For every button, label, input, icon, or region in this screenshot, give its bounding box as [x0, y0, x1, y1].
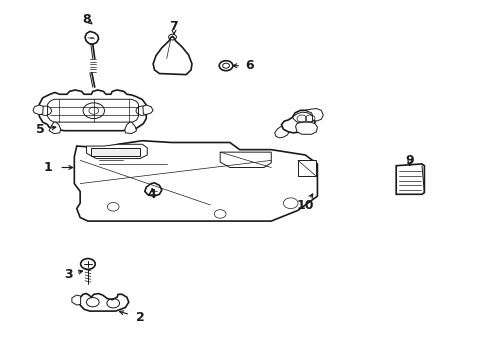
Polygon shape [33, 105, 43, 114]
Polygon shape [91, 148, 140, 156]
Text: 8: 8 [82, 13, 91, 26]
Polygon shape [295, 122, 317, 134]
Text: 1: 1 [43, 161, 52, 174]
Polygon shape [292, 112, 313, 122]
Polygon shape [395, 164, 424, 194]
Polygon shape [220, 152, 271, 167]
Polygon shape [49, 122, 61, 134]
Polygon shape [72, 295, 81, 305]
Text: 9: 9 [405, 154, 413, 167]
Text: 10: 10 [296, 198, 313, 212]
Text: 5: 5 [36, 123, 44, 136]
Text: 2: 2 [135, 311, 144, 324]
Polygon shape [47, 99, 138, 122]
Text: 3: 3 [64, 268, 73, 281]
Text: 6: 6 [244, 59, 253, 72]
Polygon shape [142, 105, 153, 114]
Polygon shape [274, 126, 288, 138]
Polygon shape [74, 141, 317, 221]
Polygon shape [153, 36, 192, 75]
Polygon shape [124, 122, 136, 134]
Polygon shape [85, 31, 99, 44]
Polygon shape [305, 109, 323, 121]
Polygon shape [281, 111, 314, 133]
Polygon shape [144, 183, 162, 196]
Text: 4: 4 [147, 188, 156, 201]
Polygon shape [86, 144, 147, 158]
Text: 7: 7 [169, 20, 178, 33]
Polygon shape [79, 294, 128, 311]
Polygon shape [39, 90, 146, 131]
Polygon shape [297, 160, 316, 176]
